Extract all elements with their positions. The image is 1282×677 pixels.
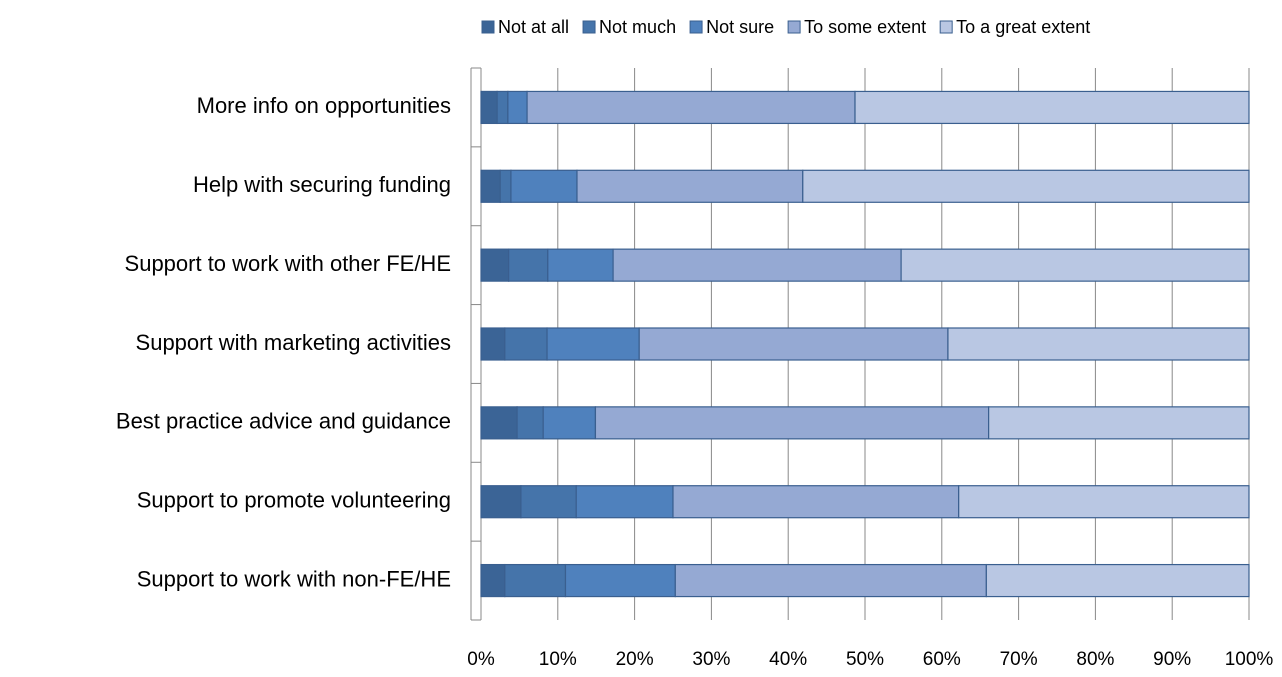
- bar-segment: [672, 485, 960, 519]
- x-tick-label: 20%: [616, 649, 654, 670]
- bar-segment: [499, 169, 512, 203]
- bar-segment: [542, 406, 597, 440]
- bar-segment: [958, 485, 1250, 519]
- bar-segment: [480, 406, 518, 440]
- y-tick-label: More info on opportunities: [197, 93, 451, 118]
- bar-segment: [480, 485, 522, 519]
- bar-segment: [947, 327, 1250, 361]
- x-tick-label: 10%: [539, 649, 577, 670]
- x-tick-label: 40%: [769, 649, 807, 670]
- legend-label: Not sure: [706, 17, 774, 37]
- bar-segment: [480, 327, 506, 361]
- bar-segment: [516, 406, 544, 440]
- bar-segment: [526, 90, 856, 125]
- legend-swatch: [939, 20, 953, 34]
- bar-segment: [508, 248, 549, 282]
- bar-segment: [504, 563, 567, 598]
- bar-segment: [854, 90, 1250, 125]
- x-tick-label: 60%: [923, 649, 961, 670]
- bar-segment: [674, 563, 987, 598]
- legend-swatch: [481, 20, 495, 34]
- bar-segment: [480, 90, 498, 125]
- bar-segment: [507, 90, 528, 125]
- x-tick-label: 100%: [1225, 649, 1274, 670]
- bar-segment: [480, 563, 506, 598]
- bar-segment: [576, 169, 804, 203]
- y-tick-label: Support to work with other FE/HE: [125, 251, 451, 276]
- y-tick-label: Support with marketing activities: [136, 330, 451, 355]
- legend-swatch: [787, 20, 801, 34]
- legend-swatch: [689, 20, 703, 34]
- bar-segment: [520, 485, 577, 519]
- x-tick-label: 50%: [846, 649, 884, 670]
- bar-segment: [594, 406, 990, 440]
- y-tick-label: Help with securing funding: [193, 172, 451, 197]
- bar-segment: [988, 406, 1250, 440]
- bar-segment: [480, 248, 510, 282]
- bar-segment: [564, 563, 676, 598]
- bar-segment: [547, 248, 614, 282]
- legend-label: Not at all: [498, 17, 569, 37]
- x-tick-label: 0%: [467, 649, 495, 670]
- x-tick-label: 80%: [1076, 649, 1114, 670]
- bar-segment: [546, 327, 640, 361]
- legend-swatch: [582, 20, 596, 34]
- bar-segment: [802, 169, 1250, 203]
- y-tick-label: Support to work with non-FE/HE: [137, 566, 451, 591]
- x-tick-label: 90%: [1153, 649, 1191, 670]
- legend-label: To some extent: [804, 17, 926, 37]
- bar-segment: [612, 248, 902, 282]
- bar-segment: [510, 169, 578, 203]
- bar-segment: [575, 485, 674, 519]
- bar-segment: [638, 327, 949, 361]
- x-tick-label: 70%: [1000, 649, 1038, 670]
- bar-segment: [496, 90, 509, 125]
- y-tick-label: Support to promote volunteering: [137, 488, 451, 513]
- legend-label: To a great extent: [956, 17, 1090, 37]
- bar-segment: [480, 169, 501, 203]
- y-tick-label: Best practice advice and guidance: [116, 409, 451, 434]
- x-tick-label: 30%: [692, 649, 730, 670]
- legend-label: Not much: [599, 17, 676, 37]
- bar-segment: [985, 563, 1250, 598]
- bar-segment: [900, 248, 1250, 282]
- bar-segment: [504, 327, 548, 361]
